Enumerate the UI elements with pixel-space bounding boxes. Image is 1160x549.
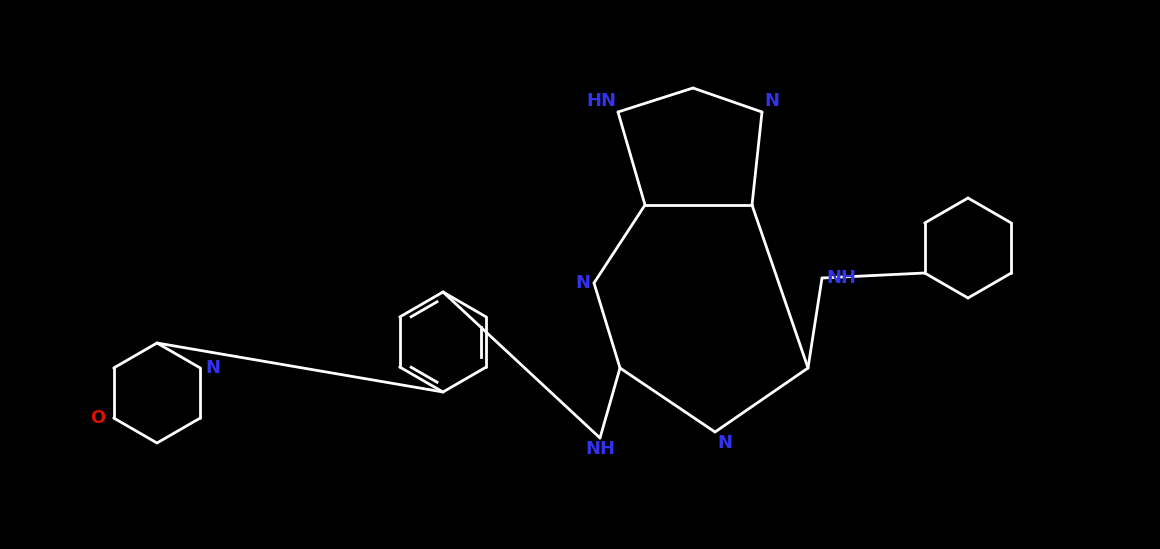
Text: N: N: [205, 359, 220, 377]
Text: NH: NH: [826, 269, 856, 287]
Text: HN: HN: [586, 92, 616, 110]
Text: N: N: [764, 92, 780, 110]
Text: O: O: [90, 409, 106, 427]
Text: NH: NH: [585, 440, 615, 458]
Text: N: N: [717, 434, 732, 452]
Text: N: N: [575, 274, 590, 292]
